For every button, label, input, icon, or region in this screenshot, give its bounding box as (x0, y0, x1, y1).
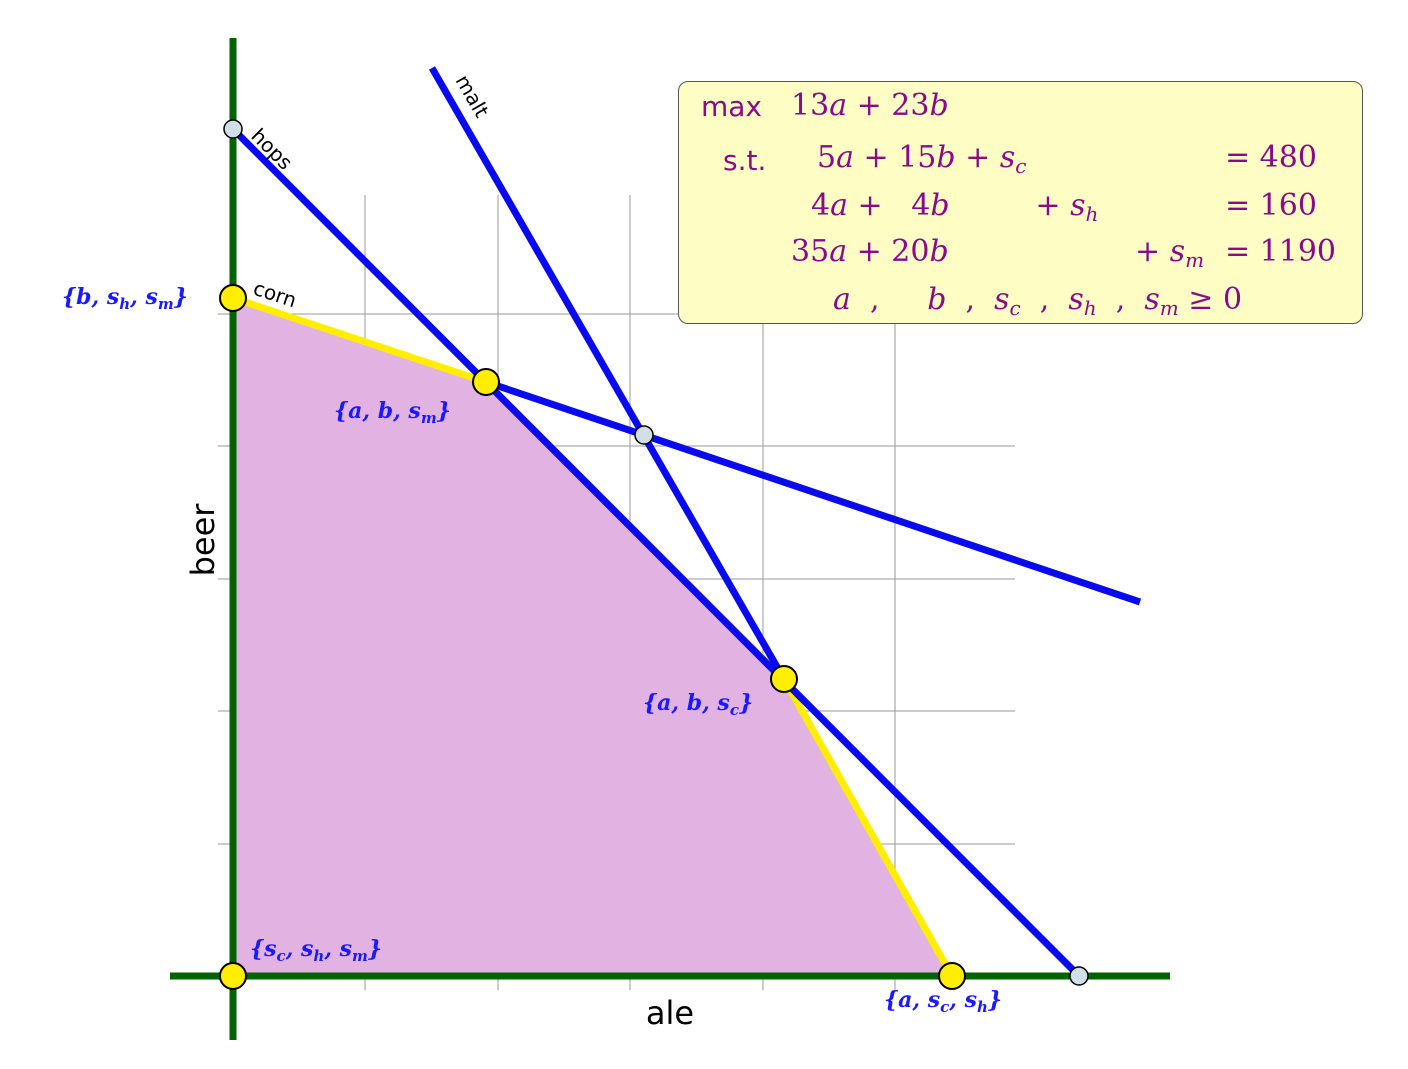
vertex-label-beer-only: {b, sh, sm} (62, 284, 188, 313)
corn-rhs: = 480 (1225, 140, 1317, 175)
vertex-ale-only (938, 962, 966, 990)
malt-slack: + sm (1135, 234, 1205, 272)
hops-constraint-line (230, 126, 1082, 979)
vertex-origin (219, 962, 247, 990)
hops-constraint: 4a + 4b + sh (811, 188, 1099, 226)
lp-formulation-box: max 13a + 23b s.t. 5a + 15b + sc = 480 4… (678, 81, 1363, 324)
hops-x-intercept-point (1069, 966, 1089, 986)
objective-function: 13a + 23b (791, 88, 949, 123)
max-keyword: max (701, 90, 763, 123)
hops-axis-intercept-point (223, 119, 243, 139)
vertex-corn-hops (472, 368, 500, 396)
malt-rhs: = 1190 (1225, 234, 1337, 269)
x-axis-label: ale (646, 994, 694, 1032)
vertex-label-ale-only: {a, sc, sh} (884, 987, 1002, 1016)
hops-malt-intersection-point (634, 425, 654, 445)
nonnegativity-constraint: a , b , sc , sh , sm ≥ 0 (833, 282, 1243, 320)
hops-rhs: = 160 (1225, 188, 1317, 223)
vertex-beer-only (219, 284, 247, 312)
corn-constraint-line (484, 378, 1142, 606)
malt-constraint-line (428, 66, 788, 681)
subject-to-keyword: s.t. (723, 144, 767, 177)
corn-constraint: 5a + 15b + sc (817, 140, 1027, 178)
vertex-hops-malt (770, 665, 798, 693)
malt-constraint: 35a + 20b (791, 234, 949, 269)
y-axis-label: beer (184, 503, 222, 577)
